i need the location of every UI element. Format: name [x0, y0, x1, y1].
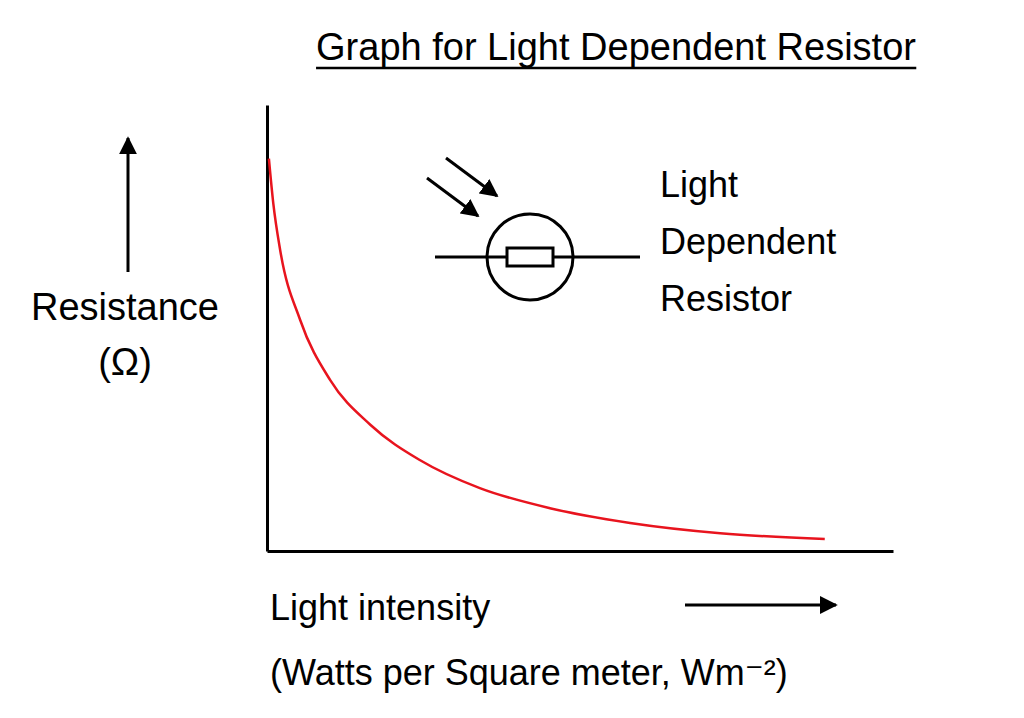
chart-svg: Graph for Light Dependent Resistor Resist…	[0, 0, 1024, 718]
symbol-resistor	[507, 248, 553, 266]
plot-area	[269, 159, 825, 539]
axis-line	[266, 106, 269, 552]
y-arrow	[127, 138, 130, 272]
axis-line	[268, 550, 894, 553]
symbol-label: Dependent	[660, 221, 836, 262]
symbol-lead	[553, 256, 640, 259]
symbol-circle	[487, 214, 573, 300]
symbol-lead	[435, 256, 507, 259]
symbol-label: Light	[660, 164, 738, 205]
symbol-label: Resistor	[660, 278, 792, 319]
x-axis-label: (Watts per Square meter, Wm⁻²)	[270, 652, 788, 693]
title-underline	[316, 67, 916, 70]
x-axis	[268, 551, 894, 552]
x-axis-label: Light intensity	[270, 587, 490, 628]
light-arrow	[427, 178, 478, 216]
data-line	[269, 159, 825, 539]
ldr-symbol	[427, 158, 640, 300]
y-axis	[267, 106, 268, 552]
chart-container: Graph for Light Dependent Resistor Resist…	[0, 0, 1024, 718]
y-axis-label: Resistance	[31, 286, 219, 328]
y-axis-label: (Ω)	[98, 341, 152, 383]
light-arrow	[446, 158, 497, 196]
x-arrow	[685, 604, 836, 607]
title: Graph for Light Dependent Resistor	[316, 26, 916, 68]
